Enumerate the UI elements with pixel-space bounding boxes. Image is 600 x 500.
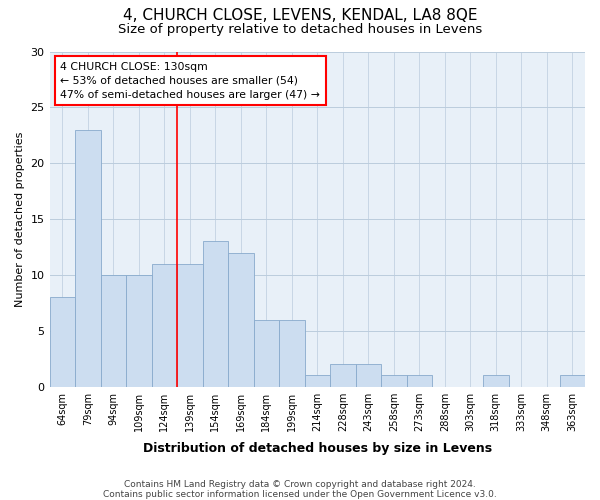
Bar — [356, 364, 381, 386]
Bar — [50, 298, 75, 386]
Bar — [228, 252, 254, 386]
Bar — [560, 376, 585, 386]
Text: 4 CHURCH CLOSE: 130sqm
← 53% of detached houses are smaller (54)
47% of semi-det: 4 CHURCH CLOSE: 130sqm ← 53% of detached… — [60, 62, 320, 100]
Text: 4, CHURCH CLOSE, LEVENS, KENDAL, LA8 8QE: 4, CHURCH CLOSE, LEVENS, KENDAL, LA8 8QE — [123, 8, 477, 22]
Bar — [279, 320, 305, 386]
Bar — [75, 130, 101, 386]
Bar — [254, 320, 279, 386]
Bar — [203, 242, 228, 386]
Y-axis label: Number of detached properties: Number of detached properties — [15, 132, 25, 307]
Text: Size of property relative to detached houses in Levens: Size of property relative to detached ho… — [118, 22, 482, 36]
Text: Contains public sector information licensed under the Open Government Licence v3: Contains public sector information licen… — [103, 490, 497, 499]
Bar — [152, 264, 177, 386]
X-axis label: Distribution of detached houses by size in Levens: Distribution of detached houses by size … — [143, 442, 492, 455]
Bar — [305, 376, 330, 386]
Bar — [381, 376, 407, 386]
Text: Contains HM Land Registry data © Crown copyright and database right 2024.: Contains HM Land Registry data © Crown c… — [124, 480, 476, 489]
Bar — [126, 275, 152, 386]
Bar — [101, 275, 126, 386]
Bar — [407, 376, 432, 386]
Bar — [483, 376, 509, 386]
Bar — [177, 264, 203, 386]
Bar — [330, 364, 356, 386]
